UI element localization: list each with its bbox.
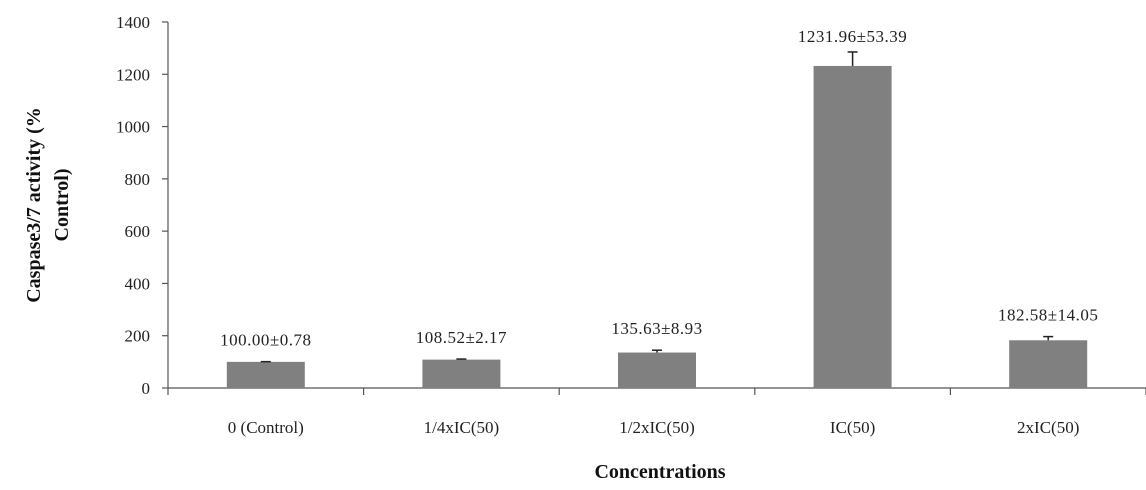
data-label: 135.63±8.93 bbox=[611, 319, 702, 338]
x-tick-label: IC(50) bbox=[830, 418, 875, 437]
y-axis-title-line: Caspase3/7 activity (% bbox=[23, 107, 45, 303]
y-ticks: 0 200 400 600 800 1000 1200 1400 bbox=[116, 13, 168, 398]
y-axis-title-line: Control) bbox=[51, 169, 73, 242]
data-label: 1231.96±53.39 bbox=[798, 27, 907, 46]
data-labels: 100.00±0.78 108.52±2.17 135.63±8.93 1231.96… bbox=[220, 27, 1098, 350]
x-tick-label: 2xIC(50) bbox=[1017, 418, 1079, 437]
bars bbox=[226, 65, 1088, 389]
y-tick-label: 200 bbox=[125, 327, 151, 346]
y-tick-label: 800 bbox=[125, 170, 151, 189]
data-label: 108.52±2.17 bbox=[416, 328, 507, 347]
x-tick-label: 1/2xIC(50) bbox=[619, 418, 695, 437]
x-ticks: 0 (Control) 1/4xIC(50) 1/2xIC(50) IC(50) 2xI… bbox=[167, 388, 1146, 437]
bar bbox=[226, 361, 305, 388]
error-bars bbox=[260, 51, 1054, 363]
bar bbox=[422, 359, 501, 388]
x-tick-label: 0 (Control) bbox=[228, 418, 304, 437]
bar bbox=[813, 65, 892, 389]
y-tick-label: 600 bbox=[125, 222, 151, 241]
y-tick-label: 0 bbox=[142, 379, 151, 398]
data-label: 100.00±0.78 bbox=[220, 331, 311, 350]
x-axis-title: Concentrations bbox=[594, 461, 725, 483]
bar bbox=[1009, 340, 1088, 388]
y-tick-label: 1400 bbox=[116, 13, 150, 32]
x-tick-label: 1/4xIC(50) bbox=[424, 418, 500, 437]
y-axis-title: Caspase3/7 activity (% Control) bbox=[23, 107, 73, 303]
bar bbox=[618, 352, 696, 388]
y-tick-label: 1000 bbox=[116, 118, 150, 137]
y-tick-label: 400 bbox=[125, 274, 151, 293]
y-tick-label: 1200 bbox=[116, 65, 150, 84]
data-label: 182.58±14.05 bbox=[998, 306, 1098, 325]
